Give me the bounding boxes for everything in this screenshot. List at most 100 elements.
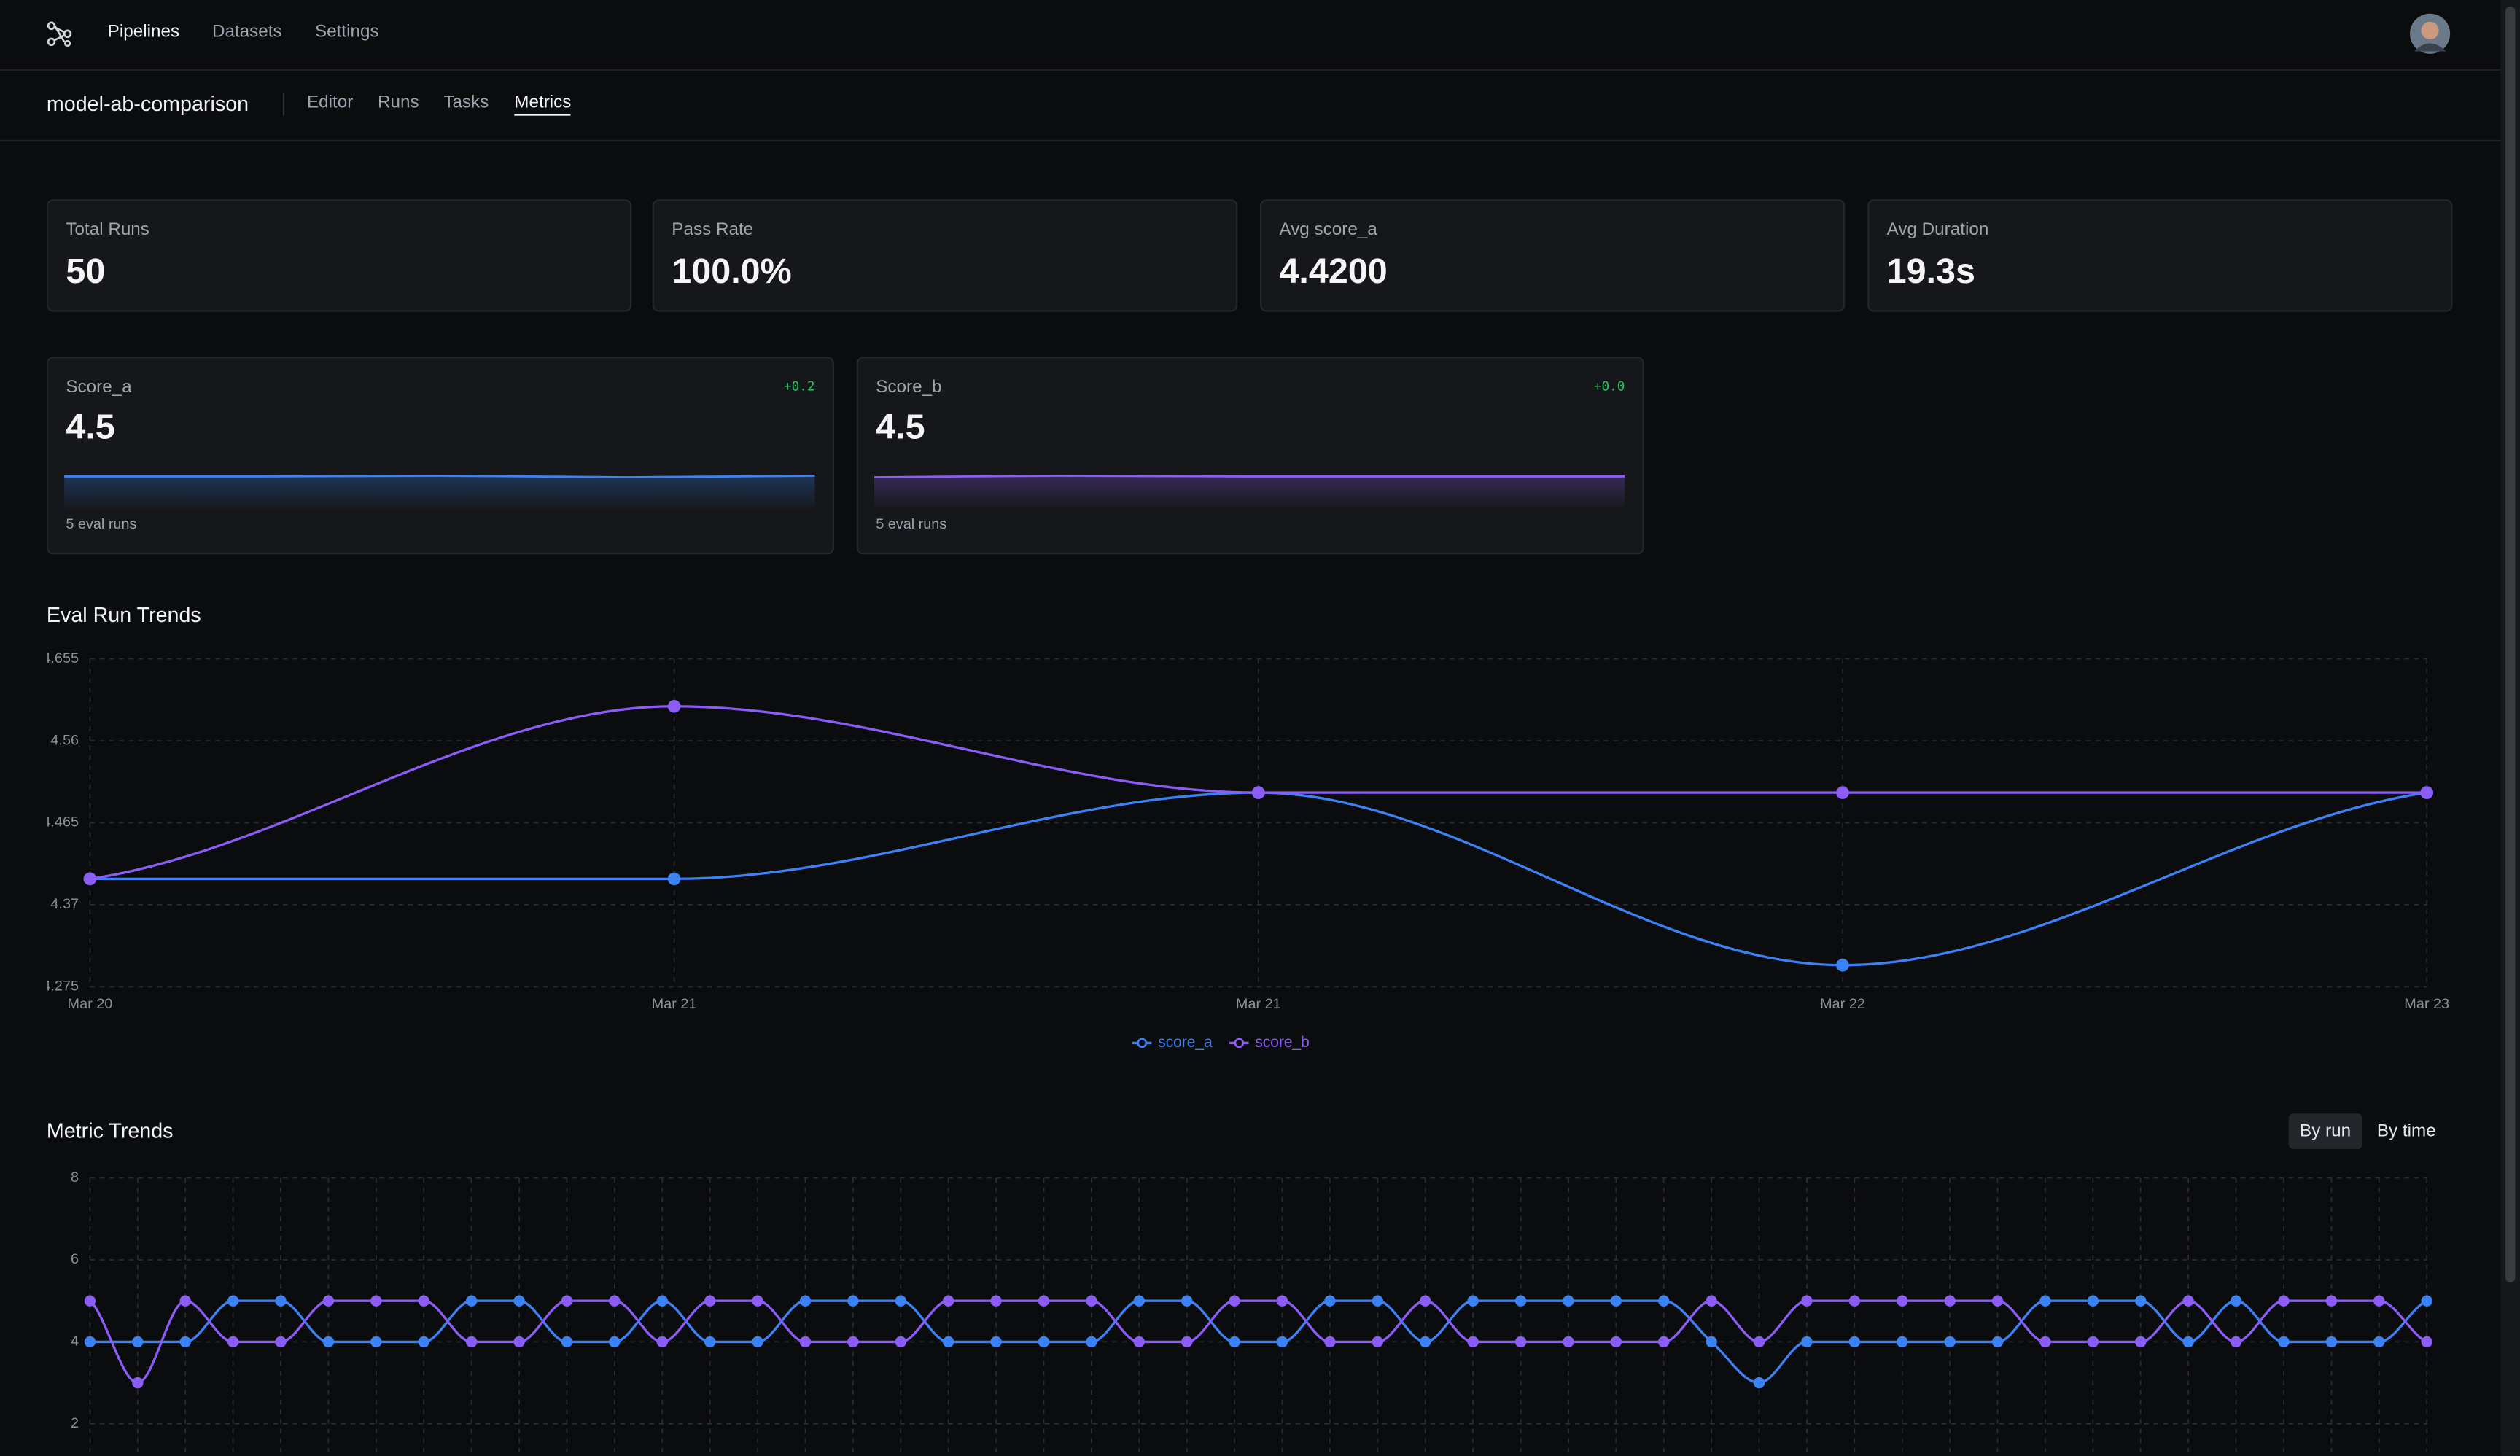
nav-item[interactable]: Pipelines [107, 22, 180, 42]
data-point [667, 872, 681, 886]
data-point [1563, 1295, 1574, 1307]
stat-card: Avg score_a 4.4200 [1260, 199, 1846, 312]
score-delta: +0.0 [1593, 379, 1625, 394]
tab[interactable]: Editor [306, 93, 354, 113]
pipeline-name: model-ab-comparison [46, 91, 249, 116]
tab[interactable]: Tasks [443, 93, 489, 113]
data-point [227, 1295, 239, 1307]
data-point [2278, 1336, 2290, 1348]
data-point [465, 1336, 478, 1348]
data-point [1181, 1295, 1193, 1307]
x-tick-label: Mar 23 [2404, 996, 2449, 1012]
stat-label: Avg score_a [1279, 219, 1377, 240]
data-point [1324, 1336, 1336, 1348]
data-point [1836, 958, 1849, 972]
score-footer: 5 eval runs [876, 515, 947, 532]
data-point [513, 1336, 525, 1348]
sparkline-area [874, 475, 1625, 511]
data-point [370, 1295, 382, 1307]
stat-value: 4.4200 [1279, 250, 1388, 291]
sparkline [874, 474, 1625, 478]
data-point [990, 1295, 1002, 1307]
y-tick-label: 4.275 [42, 978, 79, 994]
legend-label: score_b [1255, 1034, 1309, 1051]
data-point [990, 1336, 1002, 1348]
scroll-thumb[interactable] [2505, 6, 2516, 1282]
data-point [609, 1295, 621, 1307]
data-point [1610, 1336, 1622, 1348]
data-point [275, 1295, 287, 1307]
data-point [1658, 1336, 1670, 1348]
data-point [1897, 1295, 1908, 1307]
stat-value: 19.3s [1886, 250, 1975, 291]
x-tick-label: Mar 21 [1236, 996, 1281, 1012]
toggle-button[interactable]: By run [2288, 1113, 2362, 1149]
data-point [84, 1295, 96, 1307]
score-value: 4.5 [876, 406, 925, 447]
stat-value: 50 [66, 250, 106, 291]
data-point [1133, 1295, 1146, 1307]
view-toggle: By run By time [2288, 1113, 2453, 1149]
divider [282, 93, 285, 116]
data-point [2135, 1336, 2147, 1348]
data-point [132, 1336, 144, 1348]
data-point [704, 1295, 716, 1307]
tab[interactable]: Metrics [514, 93, 572, 116]
data-point [1086, 1295, 1097, 1307]
scrollbar[interactable] [2500, 0, 2520, 1456]
y-tick-label: 4.37 [50, 896, 79, 912]
y-tick-label: 8 [71, 1169, 79, 1186]
data-point [1897, 1336, 1908, 1348]
data-point [1991, 1336, 2004, 1348]
data-point [1324, 1295, 1336, 1307]
data-point [1419, 1336, 1431, 1348]
data-point [179, 1295, 191, 1307]
data-point [1229, 1336, 1240, 1348]
data-point [2182, 1295, 2194, 1307]
data-point [1276, 1295, 1288, 1307]
data-point [2039, 1295, 2051, 1307]
data-point [1753, 1377, 1765, 1389]
section-title: Metric Trends [46, 1118, 174, 1143]
sparkline-area [64, 475, 815, 511]
score-value: 4.5 [66, 406, 115, 447]
data-point [1038, 1295, 1050, 1307]
y-tick-label: 4.655 [42, 650, 79, 666]
data-point [1251, 786, 1265, 799]
y-tick-label: 4.465 [42, 814, 79, 830]
nav-item[interactable]: Datasets [211, 22, 282, 42]
tab[interactable]: Runs [377, 93, 419, 113]
data-point [1372, 1336, 1384, 1348]
toggle-button[interactable]: By time [2376, 1121, 2436, 1141]
score-label: Score_b [876, 377, 942, 397]
data-point [799, 1295, 812, 1307]
data-point [1229, 1295, 1240, 1307]
data-point [322, 1295, 335, 1307]
data-point [752, 1295, 763, 1307]
avatar[interactable] [2409, 13, 2451, 55]
nav-item[interactable]: Settings [315, 22, 379, 42]
data-point [2278, 1295, 2290, 1307]
score-label: Score_a [66, 377, 132, 397]
data-point [1801, 1336, 1813, 1348]
data-point [2421, 1295, 2432, 1307]
data-point [1467, 1336, 1479, 1348]
data-point [1801, 1295, 1813, 1307]
data-point [2135, 1295, 2147, 1307]
data-point [1276, 1336, 1288, 1348]
data-point [227, 1336, 239, 1348]
data-point [2421, 1336, 2432, 1348]
sparkline [64, 474, 815, 478]
data-point [895, 1336, 906, 1348]
data-point [1848, 1295, 1861, 1307]
data-point [847, 1336, 859, 1348]
data-point [1372, 1295, 1384, 1307]
data-point [942, 1336, 954, 1348]
data-point [2039, 1336, 2051, 1348]
data-point [418, 1295, 429, 1307]
y-tick-label: 4.56 [50, 732, 79, 748]
x-tick-label: Mar 21 [652, 996, 697, 1012]
logo[interactable] [47, 21, 72, 47]
